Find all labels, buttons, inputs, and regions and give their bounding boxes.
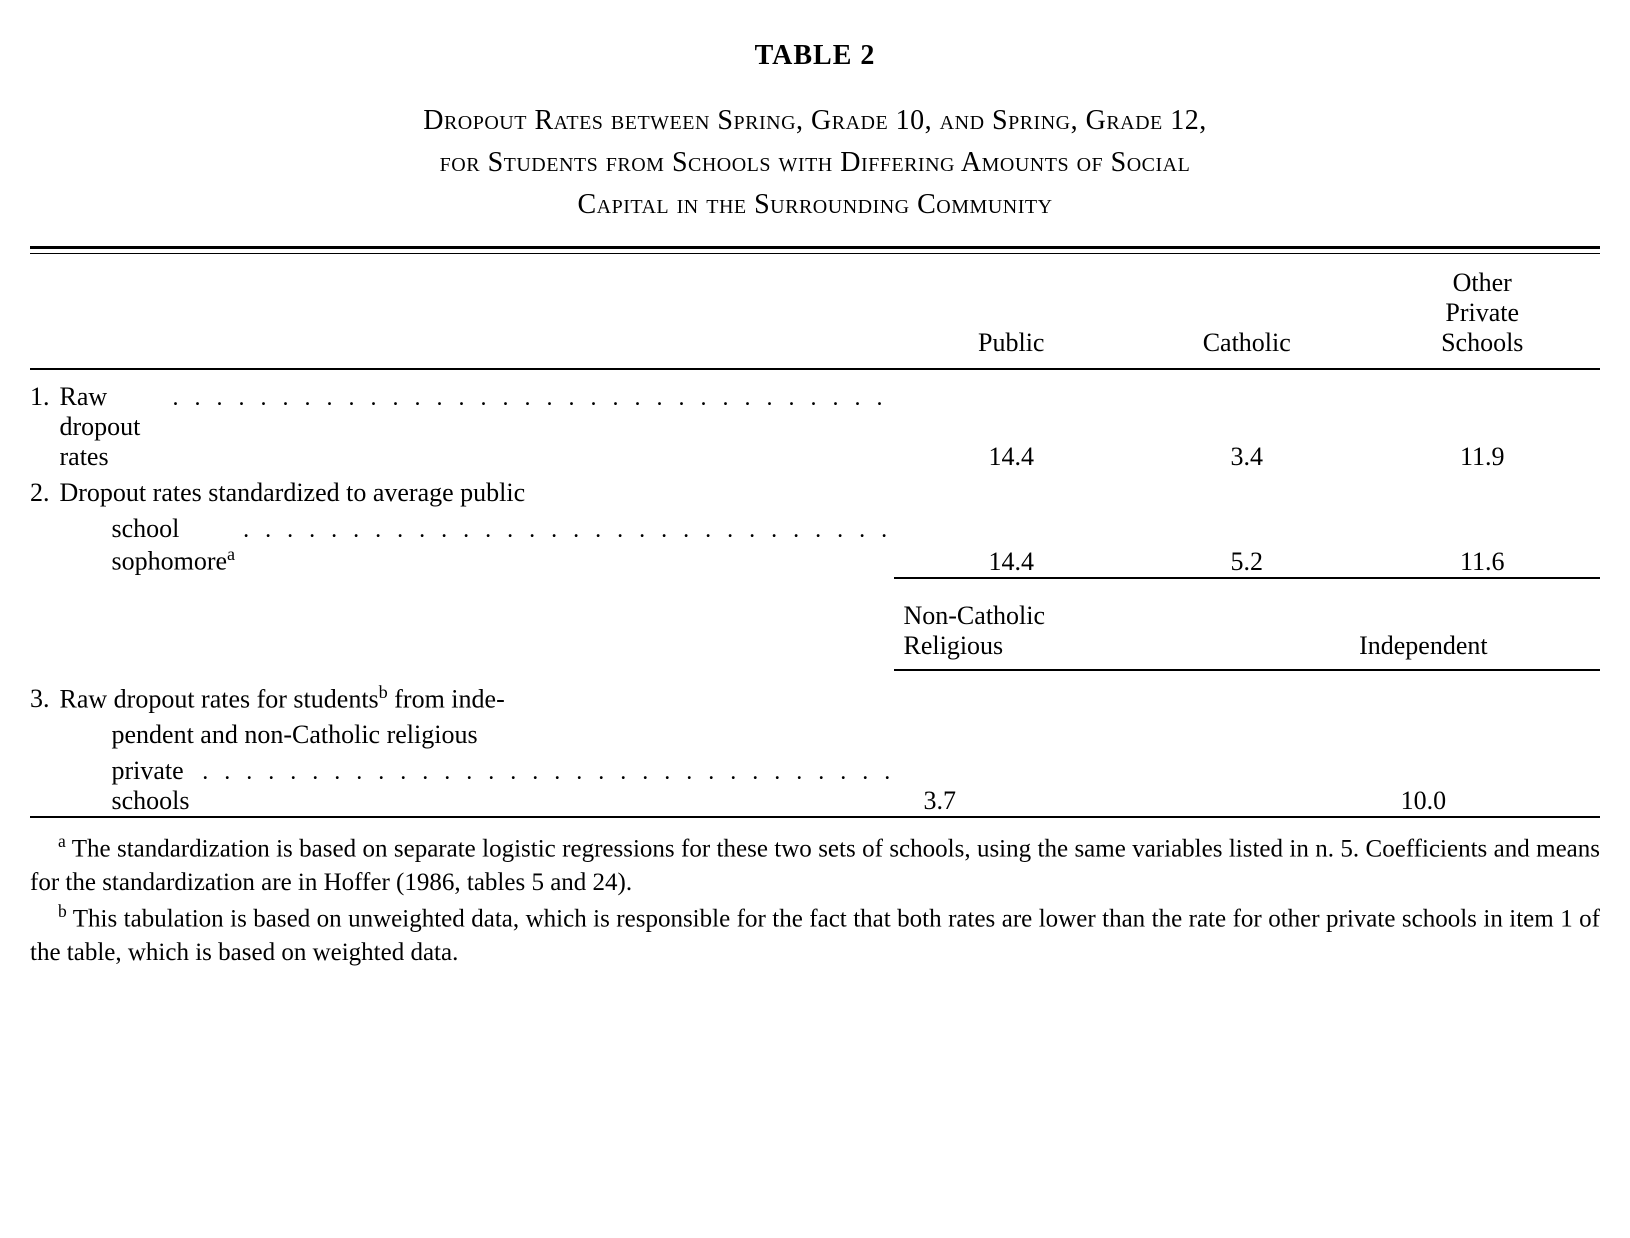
double-rule [30, 246, 1600, 254]
footnotes: a The standardization is based on separa… [30, 830, 1600, 970]
col-header-other-private: Other Private Schools [1365, 254, 1601, 369]
table-label: TABLE 2 [30, 40, 1600, 72]
title-line-3: Capital in the Surrounding Community [577, 189, 1052, 220]
col-header-noncatholic: Non-Catholic Religious [894, 578, 1247, 670]
cell-value: 5.2 [1129, 508, 1365, 577]
subheader-l1: Non-Catholic [904, 601, 1046, 630]
cell-value: 14.4 [894, 369, 1130, 472]
table-row: 3. private schools . . . . . . . . . . .… [30, 750, 1600, 817]
footnote-b: b This tabulation is based on unweighted… [30, 900, 1600, 970]
table-title: Dropout Rates between Spring, Grade 10, … [65, 100, 1565, 226]
row-label-cont: school sophomorea [60, 514, 236, 577]
data-table-section2: Non-Catholic Religious Independent 3. Ra… [30, 577, 1600, 819]
row-number: 2. [30, 478, 60, 508]
col-header-other-l3: Schools [1441, 328, 1523, 357]
footnote-a-text: The standardization is based on separate… [30, 836, 1600, 897]
dot-leaders: . . . . . . . . . . . . . . . . . . . . … [235, 517, 893, 544]
footnote-marker-a: a [58, 831, 66, 851]
col-header-independent: Independent [1247, 578, 1600, 670]
table-row: 2. school sophomorea . . . . . . . . . .… [30, 508, 1600, 577]
data-table: Public Catholic Other Private Schools 1.… [30, 254, 1600, 577]
title-line-1: Dropout Rates between Spring, Grade 10, … [423, 105, 1207, 136]
cell-value: 14.4 [894, 508, 1130, 577]
subheader-l2: Religious [904, 631, 1004, 660]
row-number: 3. [30, 684, 60, 714]
footnote-ref-b: b [379, 682, 388, 702]
cell-value: 10.0 [1247, 750, 1600, 817]
footnote-a: a The standardization is based on separa… [30, 830, 1600, 900]
row-label: Dropout rates standardized to average pu… [60, 478, 526, 508]
cell-value: 11.6 [1365, 508, 1601, 577]
table-row: 1. Raw dropout rates . . . . . . . . . .… [30, 369, 1600, 472]
table-header-row: Public Catholic Other Private Schools [30, 254, 1600, 369]
row-label: Raw dropout rates for studentsb from ind… [60, 682, 505, 715]
col-header-other-l2: Private [1445, 298, 1519, 327]
cell-value: 3.4 [1129, 369, 1365, 472]
subheader-row: Non-Catholic Religious Independent [30, 578, 1600, 670]
title-line-2: for Students from Schools with Differing… [440, 147, 1191, 178]
col-header-catholic: Catholic [1129, 254, 1365, 369]
footnote-ref-a: a [227, 544, 235, 564]
row-label: Raw dropout rates [60, 382, 165, 472]
footnote-b-text: This tabulation is based on unweighted d… [30, 905, 1600, 966]
table-row: 3. pendent and non-Catholic religious [30, 714, 1600, 750]
dot-leaders: . . . . . . . . . . . . . . . . . . . . … [165, 385, 894, 412]
dot-leaders: . . . . . . . . . . . . . . . . . . . . … [194, 759, 893, 786]
row-label-cont: private schools [60, 756, 195, 816]
cell-value: 3.7 [894, 750, 1247, 817]
row-label-cont: pendent and non-Catholic religious [60, 720, 478, 750]
row-number: 1. [30, 382, 60, 412]
table-row: 2. Dropout rates standardized to average… [30, 472, 1600, 508]
footnote-marker-b: b [58, 901, 67, 921]
cell-value: 11.9 [1365, 369, 1601, 472]
col-header-other-l1: Other [1453, 268, 1512, 297]
table-row: 3. Raw dropout rates for studentsb from … [30, 670, 1600, 715]
col-header-public: Public [894, 254, 1130, 369]
